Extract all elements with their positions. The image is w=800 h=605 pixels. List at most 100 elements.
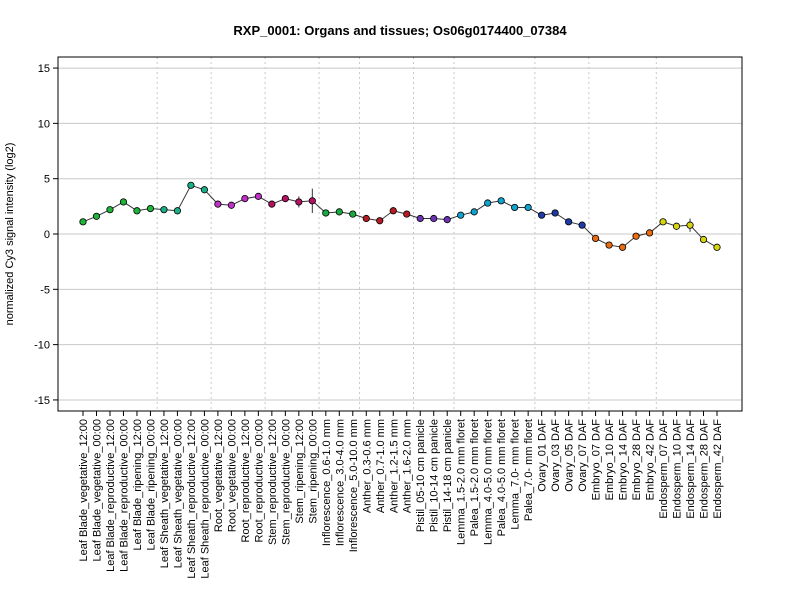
y-tick-label: 5 [44, 174, 50, 186]
x-tick-label: Anther_1.6-2.0 mm [402, 419, 414, 513]
x-tick-label: Lemma_7.0- mm floret [510, 419, 522, 530]
data-point [133, 207, 141, 215]
data-point [430, 214, 438, 223]
x-tick-label: Pistil_10-14 cm panicle [429, 419, 441, 532]
x-tick-label: Endosperm_42 DAF [712, 419, 724, 519]
x-tick-label: Inflorescence_0.6-1.0 mm [321, 419, 333, 546]
x-tick-label: Ovary_05 DAF [564, 419, 576, 492]
data-point [618, 243, 627, 251]
y-axis-label: normalized Cy3 signal intensity (log2) [4, 143, 16, 326]
x-tick-label: Inflorescence_5.0-10.0 mm [348, 419, 360, 552]
x-tick-label: Embryo_07 DAF [591, 419, 603, 501]
data-point [470, 208, 478, 216]
y-tick-label: 15 [38, 63, 50, 75]
data-point [511, 203, 519, 212]
x-tick-label: Root_reproductive_12:00 [240, 419, 252, 543]
x-tick-label: Lemma_4.0-5.0 mm floret [483, 419, 495, 545]
data-point [389, 207, 397, 215]
x-tick-label: Palea_4.0-5.0 mm floret [496, 419, 508, 536]
data-point [295, 198, 303, 206]
x-tick-label: Leaf Blade_reproductive_00:00 [118, 419, 130, 572]
data-point [605, 241, 613, 249]
x-tick-label: Leaf Sheath_vegetative_12:00 [159, 419, 171, 568]
y-tick-label: -15 [34, 395, 50, 407]
y-tick-label: 10 [38, 118, 50, 130]
data-point [524, 203, 532, 212]
data-point [268, 200, 276, 208]
data-point [146, 204, 155, 213]
data-point [106, 206, 114, 214]
data-point [92, 212, 101, 220]
data-point [403, 210, 411, 218]
y-tick-label: -5 [40, 284, 50, 296]
x-tick-label: Endosperm_28 DAF [699, 419, 711, 519]
data-point [376, 217, 384, 225]
x-tick-label: Inflorescence_3.0-4.0 mm [334, 419, 346, 546]
x-tick-label: Stem_ripening_12:00 [294, 419, 306, 524]
x-tick-label: Ovary_03 DAF [550, 419, 562, 492]
grid-layer [58, 57, 742, 411]
x-tick-label: Leaf Blade_reproductive_12:00 [105, 419, 117, 572]
x-tick-label: Embryo_10 DAF [604, 419, 616, 501]
y-tick-label: -10 [34, 340, 50, 352]
data-point [187, 181, 195, 189]
data-point [214, 200, 222, 208]
x-tick-label: Anther_0.3-0.6 mm [361, 419, 373, 513]
x-tick-label: Leaf Blade_vegetative_00:00 [91, 419, 103, 562]
x-tick-label: Leaf Blade_ripening_00:00 [145, 419, 157, 551]
x-tick-label: Ovary_07 DAF [577, 419, 589, 492]
data-point [241, 195, 249, 203]
x-tick-label: Pistil_05-10 cm panicle [415, 419, 427, 532]
series-line [82, 184, 718, 248]
plot-frame [57, 56, 743, 412]
x-tick-label: Stem_reproductive_12:00 [267, 419, 279, 545]
x-tick-label: Palea_1.5-2.0 mm floret [469, 419, 481, 536]
data-point [349, 210, 357, 218]
data-point [551, 209, 559, 217]
x-tick-label: Leaf Sheath_reproductive_12:00 [186, 419, 198, 579]
x-tick-label: Leaf Sheath_reproductive_00:00 [199, 419, 211, 579]
x-tick-label: Leaf Blade_vegetative_12:00 [78, 419, 90, 562]
data-point [699, 235, 708, 244]
data-point [713, 243, 721, 251]
x-tick-label: Endosperm_10 DAF [672, 419, 684, 519]
data-point [335, 208, 343, 216]
x-tick-label: Lemma_1.5-2.0 mm floret [456, 419, 468, 545]
data-point [200, 186, 209, 194]
x-tick-label: Embryo_14 DAF [618, 419, 630, 501]
data-point [362, 214, 370, 223]
data-point [686, 221, 694, 229]
data-point [160, 206, 168, 214]
x-tick-label: Leaf Sheath_vegetative_00:00 [172, 419, 184, 568]
data-point [79, 218, 87, 226]
y-tick-label: 0 [44, 229, 50, 241]
x-tick-label: Anther_1.2-1.5 mm [388, 419, 400, 513]
data-point [308, 197, 316, 205]
data-point [591, 234, 600, 243]
data-point [281, 195, 289, 203]
data-point [497, 197, 505, 205]
x-tick-label: Pistil_14-18 cm panicle [442, 419, 454, 532]
x-tick-label: Root_vegetative_00:00 [226, 419, 238, 532]
x-tick-label: Endosperm_07 DAF [658, 419, 670, 519]
data-point [659, 218, 667, 226]
data-point [645, 229, 654, 237]
data-point [672, 222, 681, 230]
data-point [254, 192, 262, 200]
x-tick-label: Stem_ripening_00:00 [307, 419, 319, 524]
x-tick-label: Stem_reproductive_00:00 [280, 419, 292, 545]
data-point [484, 199, 492, 207]
x-tick-label: Embryo_42 DAF [645, 419, 657, 501]
data-point [416, 214, 424, 223]
data-point [227, 201, 235, 209]
x-tick-label: Leaf Blade_ripening_12:00 [132, 419, 144, 551]
x-tick-label: Embryo_28 DAF [631, 419, 643, 501]
data-point [443, 216, 451, 224]
x-tick-label: Ovary_01 DAF [537, 419, 549, 492]
data-point [322, 209, 330, 217]
data-point [578, 221, 586, 229]
data-point [538, 211, 546, 219]
x-tick-label: Root_reproductive_00:00 [253, 419, 265, 543]
